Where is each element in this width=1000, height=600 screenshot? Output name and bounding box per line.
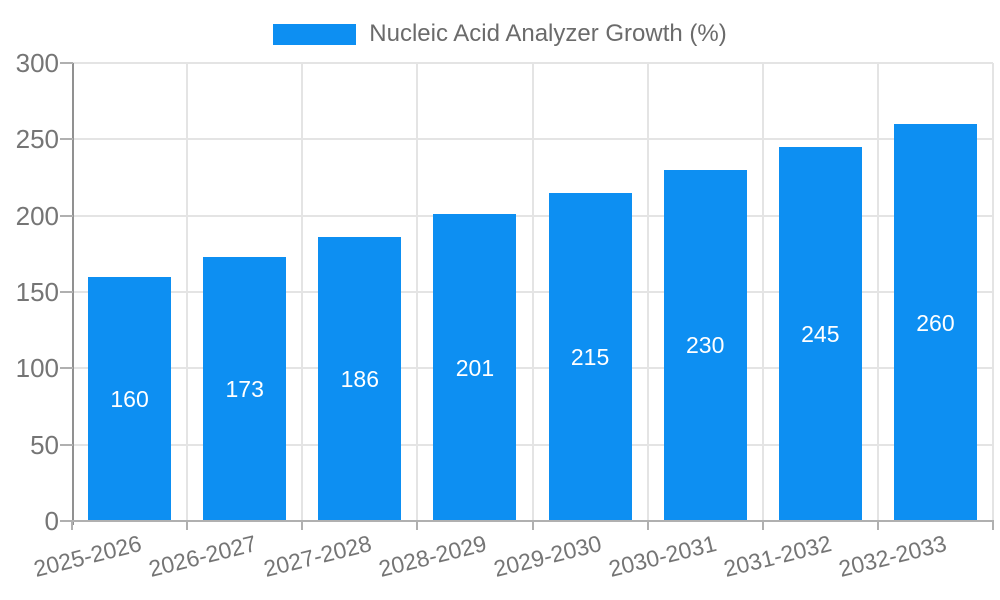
- bar: 215: [548, 192, 632, 521]
- bar: 260: [893, 124, 977, 521]
- bar-value-label: 186: [340, 366, 379, 393]
- bar: 160: [88, 276, 172, 521]
- y-tick-label: 200: [15, 200, 59, 231]
- legend-label: Nucleic Acid Analyzer Growth (%): [369, 20, 727, 47]
- y-tick-label: 50: [30, 429, 59, 460]
- y-axis-tick: [60, 520, 73, 522]
- bar: 245: [778, 146, 862, 521]
- gridline-vertical: [876, 63, 879, 521]
- y-tick-label: 100: [15, 353, 59, 384]
- gridline-vertical: [646, 63, 649, 521]
- bar: 173: [203, 256, 287, 521]
- bar: 201: [433, 214, 517, 521]
- gridline-vertical: [186, 63, 189, 521]
- y-tick-label: 150: [15, 277, 59, 307]
- x-axis-tick: [71, 520, 73, 530]
- y-tick-label: 250: [15, 124, 59, 155]
- gridline-vertical: [301, 63, 304, 521]
- bar: 186: [318, 237, 402, 521]
- y-axis-tick: [60, 291, 73, 293]
- x-axis-tick: [992, 520, 994, 530]
- x-axis-tick: [186, 520, 189, 530]
- y-axis-tick: [60, 138, 73, 141]
- bar-value-label: 215: [570, 343, 610, 370]
- legend: Nucleic Acid Analyzer Growth (%): [0, 22, 1000, 46]
- y-tick-label: 0: [44, 506, 59, 536]
- bar-value-label: 260: [916, 309, 955, 336]
- legend-swatch: [273, 23, 357, 45]
- x-axis-tick: [761, 520, 764, 530]
- y-tick-label: 300: [15, 48, 59, 78]
- gridline-vertical: [992, 63, 994, 521]
- y-axis-tick: [60, 443, 73, 446]
- bar: 230: [663, 169, 747, 521]
- bar-value-label: 173: [225, 375, 264, 402]
- bar-value-label: 230: [686, 332, 725, 359]
- y-axis-line: [72, 63, 74, 525]
- bar-value-label: 201: [455, 354, 495, 381]
- gridline-vertical: [531, 63, 534, 521]
- x-axis-tick: [416, 520, 419, 530]
- gridline-vertical: [416, 63, 419, 521]
- x-axis-line: [72, 520, 993, 522]
- y-axis-tick: [60, 367, 73, 370]
- y-axis-tick: [60, 62, 73, 64]
- x-axis-tick: [301, 520, 304, 530]
- plot-area: 160 173 186 201 215 230 245 260: [72, 62, 994, 525]
- x-axis-tick: [531, 520, 534, 530]
- bar-value-label: 245: [801, 320, 840, 347]
- bar-value-label: 160: [110, 385, 149, 412]
- x-axis-tick: [876, 520, 879, 530]
- y-axis-tick: [60, 214, 73, 217]
- gridline-vertical: [761, 63, 764, 521]
- x-axis-tick: [646, 520, 649, 530]
